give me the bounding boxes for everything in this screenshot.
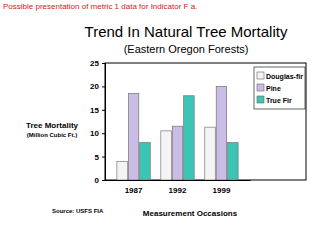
plot-frame xyxy=(105,63,306,180)
y-axis-line xyxy=(102,64,106,181)
x-axis: 1987 1992 1999 xyxy=(106,180,251,195)
y-tick-mark xyxy=(102,110,105,111)
x-tick: 1987 xyxy=(125,180,143,195)
x-tick-label: 1987 xyxy=(125,186,143,195)
legend-label: True Fir xyxy=(266,97,292,104)
title: Trend In Natural Tree Mortality xyxy=(85,23,288,40)
legend: Douglas-fir Pine True Fir xyxy=(254,67,305,109)
y-tick-mark xyxy=(102,133,105,134)
legend-swatch xyxy=(257,84,264,91)
bar xyxy=(117,161,127,180)
y-tick: 0 xyxy=(95,176,105,185)
y-tick: 25 xyxy=(90,59,105,68)
legend-label: Pine xyxy=(266,85,281,92)
y-tick-mark xyxy=(102,157,105,158)
y-tick-label: 5 xyxy=(95,153,100,162)
x-tick: 1999 xyxy=(213,180,231,195)
y-tick-label: 15 xyxy=(90,106,99,115)
y-tick-label: 10 xyxy=(90,129,99,138)
y-tick: 20 xyxy=(90,82,105,91)
bar xyxy=(172,126,182,180)
y-tick: 5 xyxy=(95,153,105,162)
y-tick-mark xyxy=(102,86,105,87)
legend-swatch xyxy=(257,96,264,103)
subtitle: (Eastern Oregon Forests) xyxy=(124,43,249,55)
source: Source: USFS FIA xyxy=(52,208,104,214)
note: Possible presentation of metric 1 data f… xyxy=(3,2,197,11)
bars xyxy=(117,86,238,180)
x-tick-label: 1992 xyxy=(169,186,187,195)
x-axis-line xyxy=(106,180,251,181)
legend-box xyxy=(254,67,305,109)
y-tick-mark xyxy=(102,63,105,64)
bar xyxy=(140,143,150,180)
y-axis-title: Tree Mortality xyxy=(26,121,79,130)
y-tick: 15 xyxy=(90,106,105,115)
x-axis-title: Measurement Occasions xyxy=(143,209,238,218)
bar xyxy=(228,143,238,180)
bar xyxy=(128,93,138,180)
y-axis-unit: (Million Cubic Ft.) xyxy=(27,132,77,138)
y-tick: 10 xyxy=(90,129,105,138)
legend-swatch xyxy=(257,72,264,79)
bar xyxy=(205,127,215,180)
y-tick-label: 25 xyxy=(90,59,99,68)
bar xyxy=(216,86,226,180)
chart: Possible presentation of metric 1 data f… xyxy=(0,0,320,240)
x-tick-label: 1999 xyxy=(213,186,231,195)
y-tick-label: 0 xyxy=(95,176,100,185)
x-tick: 1992 xyxy=(169,180,187,195)
y-axis: 0 5 10 15 20 25 xyxy=(90,59,105,185)
y-tick-label: 20 xyxy=(90,82,99,91)
bar xyxy=(161,131,171,180)
bar xyxy=(184,96,194,180)
y-tick-mark xyxy=(102,180,105,181)
legend-label: Douglas-fir xyxy=(266,73,303,81)
